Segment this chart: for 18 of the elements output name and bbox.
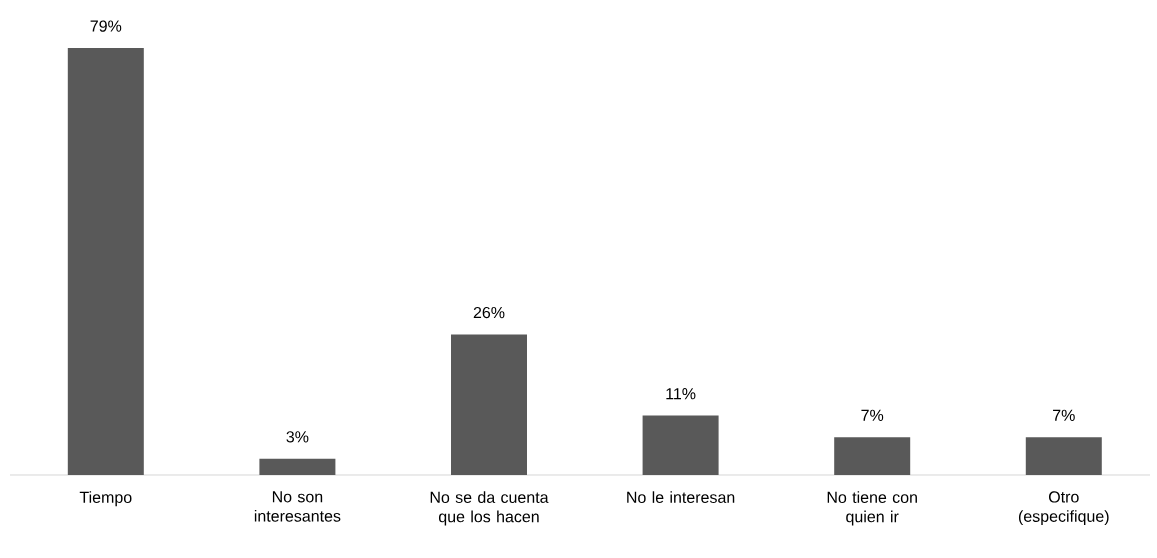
data-label: 7% [861,409,884,421]
data-label: 26% [473,306,505,319]
x-tick-label: No le interesan [627,491,735,504]
bar [67,48,144,475]
x-tick-label: No tiene con quien ir [827,491,917,526]
x-tick-label: No son interesantes [254,491,341,522]
bar [834,437,911,475]
x-tick-label: Otro (especifique) [1018,491,1109,526]
data-label: 7% [1053,409,1075,421]
bar [259,458,336,475]
data-label: 79% [90,20,122,32]
x-tick-label: Tiempo [79,491,132,507]
data-label: 11% [666,388,696,400]
bar [1025,437,1102,475]
bar [451,334,527,475]
x-tick-label: No se da cuenta que los hacen [430,491,549,526]
bar [642,415,719,475]
data-label: 3% [286,431,309,443]
